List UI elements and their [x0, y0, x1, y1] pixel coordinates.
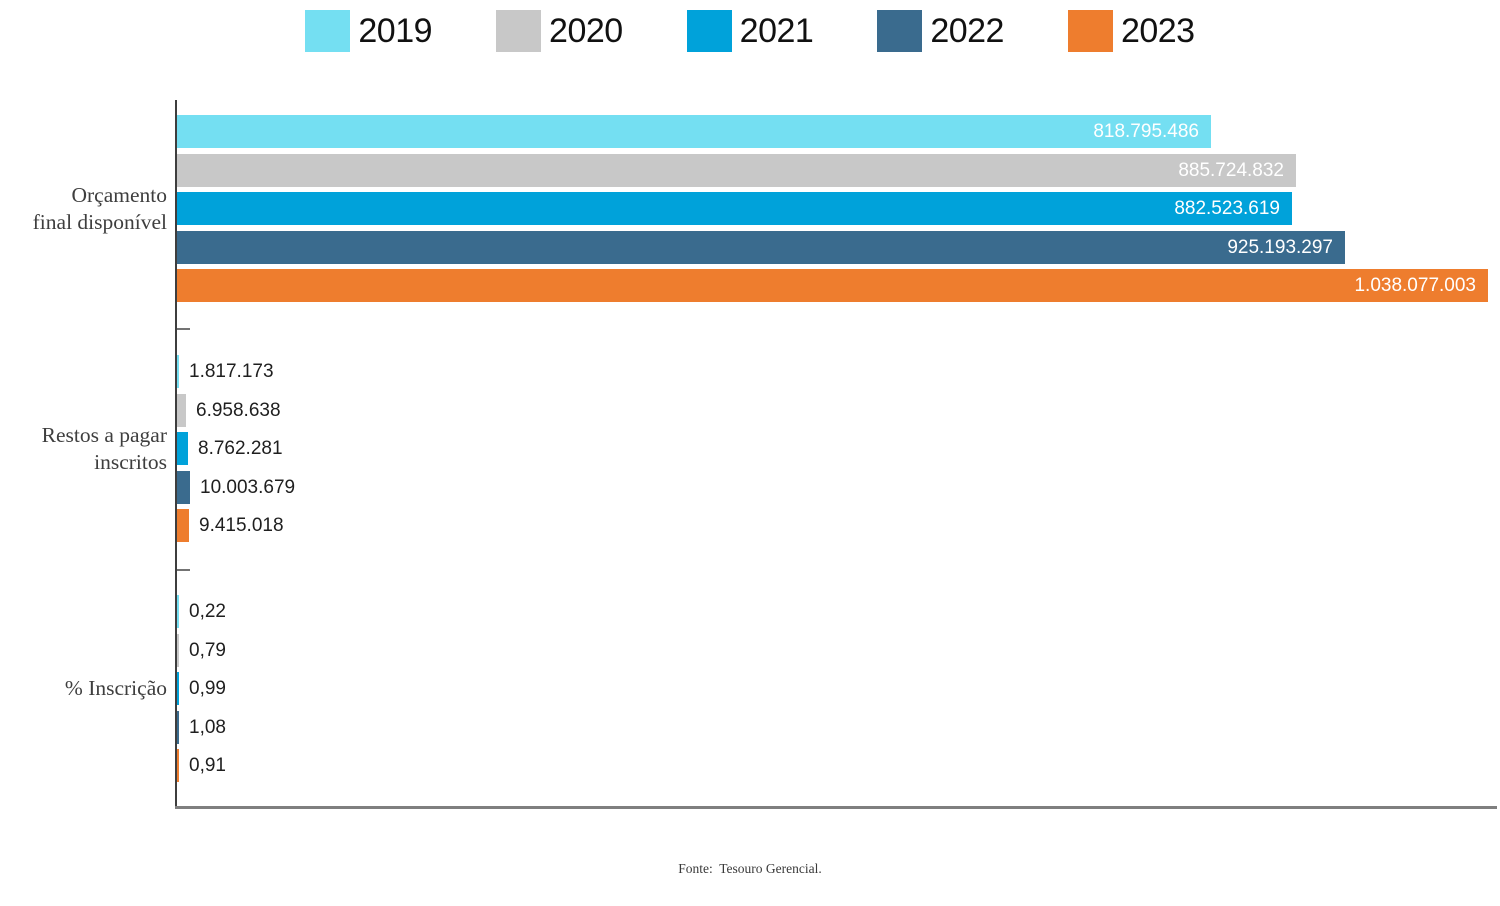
legend-item-2020: 2020: [496, 10, 623, 52]
bar-2023-cat2: [177, 749, 179, 782]
bar-value-label: 1,08: [189, 716, 226, 738]
axis-tick: [177, 327, 190, 330]
legend-label: 2022: [930, 12, 1004, 50]
bar-2021-cat1: [177, 432, 188, 465]
category-label: Orçamento final disponível: [0, 182, 167, 236]
category-label: Restos a pagar inscritos: [0, 422, 167, 476]
bar-value-label: 0,91: [189, 755, 226, 776]
bar-value-label: 818.795.486: [1093, 121, 1199, 142]
category-label-line: % Inscrição: [64, 676, 167, 700]
bar-value-label: 0,22: [189, 601, 226, 622]
category-label: % Inscrição: [0, 675, 167, 702]
bar-2023-cat1: [177, 509, 189, 542]
y-axis-line: [175, 100, 177, 808]
bar-value-label: 8.762.281: [198, 438, 283, 459]
category-label-line: Restos a pagar: [41, 422, 167, 447]
legend-item-2019: 2019: [305, 10, 433, 52]
legend-label: 2020: [549, 12, 623, 50]
bar-value-label: 1.817.173: [189, 361, 274, 382]
bar-2021-cat0: 882.523.619: [177, 192, 1292, 225]
bar-2022-cat2: [177, 710, 179, 744]
legend-item-2023: 2023: [1067, 10, 1195, 52]
legend-swatch-2023: [1067, 10, 1113, 52]
bar-value-label: 9.415.018: [199, 515, 284, 536]
category-label-line: Orçamento: [71, 182, 167, 207]
bar-value-label: 885.724.832: [1178, 159, 1284, 181]
legend-label: 2023: [1120, 12, 1195, 50]
category-label-line: final disponível: [32, 209, 167, 234]
legend-label: 2019: [358, 12, 433, 50]
bar-2019-cat0: 818.795.486: [177, 115, 1211, 148]
bar-value-label: 1.038.077.003: [1354, 275, 1476, 296]
source-note: Fonte: Tesouro Gerencial.: [678, 861, 822, 876]
bar-2020-cat2: [177, 633, 179, 667]
axis-tick: [177, 568, 190, 571]
bar-2021-cat2: [177, 672, 179, 705]
bar-2022-cat0: 925.193.297: [177, 230, 1345, 264]
bar-2019-cat1: [177, 355, 179, 388]
x-axis-line: [175, 806, 1497, 809]
legend-label: 2021: [739, 12, 814, 50]
bar-2019-cat2: [177, 595, 179, 628]
bar-2020-cat0: 885.724.832: [177, 153, 1296, 187]
bar-2020-cat1: [177, 393, 186, 427]
legend-swatch-2021: [686, 10, 732, 52]
legend-swatch-2019: [305, 10, 351, 52]
category-label-line: inscritos: [94, 449, 167, 474]
bar-value-label: 6.958.638: [196, 399, 281, 421]
bar-2023-cat0: 1.038.077.003: [177, 269, 1488, 302]
legend-item-2022: 2022: [877, 10, 1004, 52]
legend: 2019 2020 2021 2022 2023: [0, 10, 1500, 52]
legend-swatch-2020: [496, 10, 542, 52]
bar-value-label: 882.523.619: [1174, 198, 1280, 219]
legend-swatch-2022: [877, 10, 923, 52]
legend-item-2021: 2021: [686, 10, 814, 52]
bar-value-label: 925.193.297: [1227, 236, 1333, 258]
bar-value-label: 0,99: [189, 678, 226, 699]
bar-2022-cat1: [177, 470, 190, 504]
bar-value-label: 0,79: [189, 639, 226, 661]
bar-value-label: 10.003.679: [200, 476, 296, 498]
